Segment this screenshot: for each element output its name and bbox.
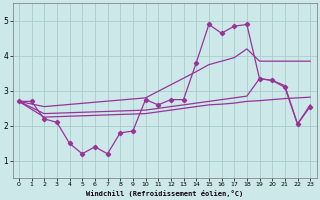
X-axis label: Windchill (Refroidissement éolien,°C): Windchill (Refroidissement éolien,°C) — [86, 190, 243, 197]
